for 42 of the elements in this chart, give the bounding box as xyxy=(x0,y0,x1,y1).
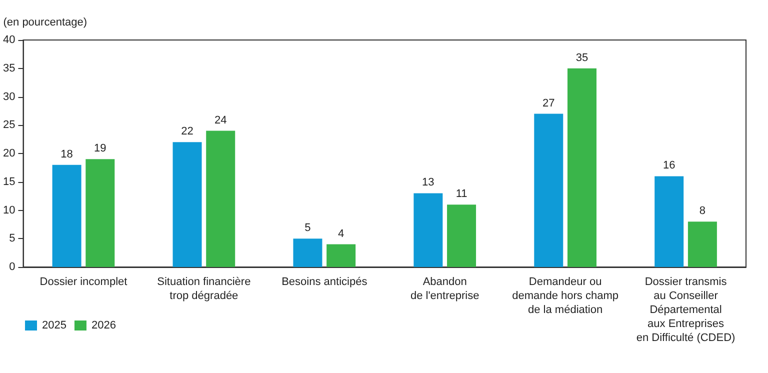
bar xyxy=(654,176,684,267)
bar xyxy=(447,204,476,267)
x-tick-label: Situation financière trop dégradée xyxy=(157,276,251,302)
bar xyxy=(688,222,717,267)
bar xyxy=(206,130,236,267)
data-label: 19 xyxy=(94,142,106,155)
y-tick-label: 5 xyxy=(9,232,16,245)
bar xyxy=(414,193,443,267)
y-tick-label: 30 xyxy=(2,90,16,103)
data-label: 4 xyxy=(338,228,344,240)
y-axis-title: (en pourcentage) xyxy=(3,16,88,28)
x-tick-label: Dossier incomplet xyxy=(40,276,128,288)
y-tick-label: 20 xyxy=(2,148,16,160)
data-label: 27 xyxy=(542,97,555,110)
y-tick-label: 15 xyxy=(2,176,16,188)
y-tick-label: 0 xyxy=(9,261,16,273)
y-tick-label: 10 xyxy=(2,204,16,216)
bar xyxy=(293,238,322,267)
legend-label: 2026 xyxy=(91,320,116,332)
x-tick-label: Besoins anticipés xyxy=(282,276,368,288)
data-label: 35 xyxy=(576,52,588,64)
bar xyxy=(52,164,82,267)
data-label: 18 xyxy=(60,148,73,160)
data-label: 24 xyxy=(214,114,227,126)
x-tick-label: Abandon de l'entreprise xyxy=(410,276,480,302)
x-tick-label: Demandeur ou demande hors champ de la médiation xyxy=(512,276,619,316)
data-label: 22 xyxy=(181,126,194,138)
y-tick-label: 25 xyxy=(2,119,16,132)
legend-label: 2025 xyxy=(42,320,66,332)
data-label: 8 xyxy=(699,205,706,218)
bar xyxy=(326,244,356,267)
y-tick-label: 40 xyxy=(2,34,16,46)
bar xyxy=(567,68,596,267)
x-tick-label: Dossier transmis au Conseiller Départemental aux Entreprises en Difficulté (CDED) xyxy=(636,276,736,344)
bar xyxy=(172,142,202,267)
data-label: 11 xyxy=(456,188,468,200)
data-label: 5 xyxy=(304,222,311,234)
data-label: 13 xyxy=(422,176,434,189)
data-label: 16 xyxy=(662,160,676,172)
bar xyxy=(534,114,564,267)
bar xyxy=(86,159,115,267)
y-tick-label: 35 xyxy=(2,62,16,74)
